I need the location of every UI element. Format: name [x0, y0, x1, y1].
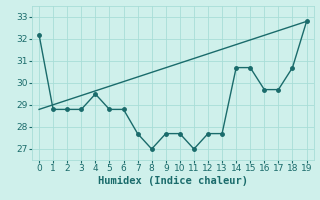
- X-axis label: Humidex (Indice chaleur): Humidex (Indice chaleur): [98, 176, 248, 186]
